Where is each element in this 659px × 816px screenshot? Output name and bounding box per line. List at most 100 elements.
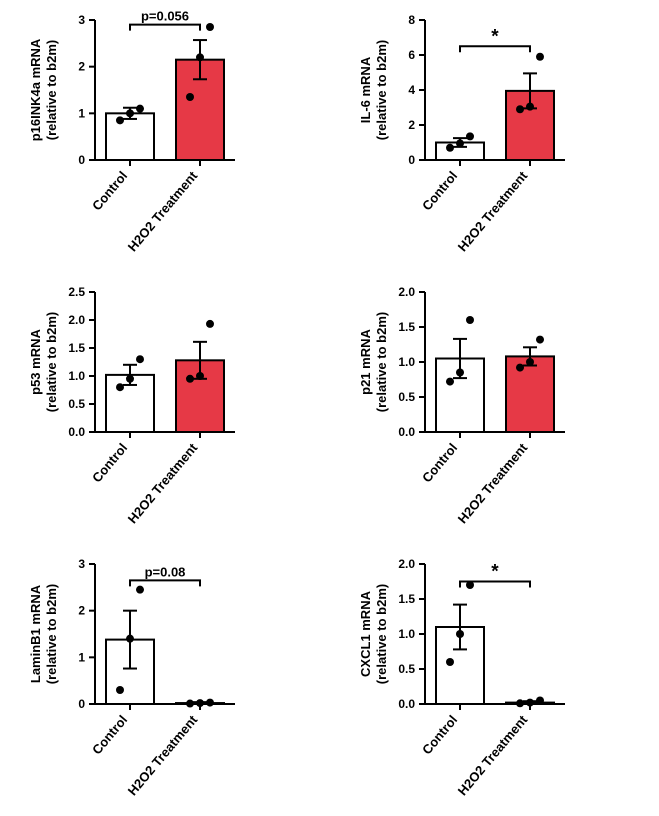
y-tick-label: 0	[78, 697, 85, 711]
data-point	[456, 369, 464, 377]
x-label-control: Control	[419, 440, 460, 485]
data-point	[446, 658, 454, 666]
data-point	[206, 320, 214, 328]
x-label-control: Control	[419, 712, 460, 757]
y-axis-label-bot: (relative to b2m)	[374, 584, 389, 684]
panel-il6: 0 2 4 6 8 ControlH2O2 Treatment IL-6 mRNA(rela…	[330, 0, 659, 272]
data-point	[446, 144, 454, 152]
y-axis-label-bot: (relative to b2m)	[44, 584, 59, 684]
chart-p16: 0 1 2 3 ControlH2O2 Treatment p16INK4a mRNA(r…	[0, 0, 329, 272]
y-tick-label: 0.5	[398, 662, 415, 676]
data-point	[526, 358, 534, 366]
data-point	[456, 139, 464, 147]
y-tick-label: 1	[78, 106, 85, 120]
panel-p21: 0.0 0.5 1.0 1.5 2.0 ControlH2O2 Treatment p21 …	[330, 272, 659, 544]
chart-il6: 0 2 4 6 8 ControlH2O2 Treatment IL-6 mRNA(rela…	[330, 0, 659, 272]
data-point	[116, 686, 124, 694]
y-tick-label: 2.5	[68, 285, 85, 299]
chart-laminb1: 0123ControlH2O2 TreatmentLaminB1 mRNA(re…	[0, 544, 329, 816]
significance-bracket	[130, 580, 200, 586]
chart-p53: 0.00.51.01.52.02.5ControlH2O2 Treatmentp…	[0, 272, 329, 544]
y-tick-label: 2	[408, 118, 415, 132]
bar-control	[106, 113, 154, 160]
x-label-treatment: H2O2 Treatment	[454, 440, 530, 527]
x-label-treatment: H2O2 Treatment	[454, 168, 530, 255]
y-tick-label: 1.5	[68, 341, 85, 355]
x-label-control: Control	[419, 168, 460, 213]
data-point	[206, 23, 214, 31]
data-point	[446, 378, 454, 386]
data-point	[116, 116, 124, 124]
data-point	[516, 364, 524, 372]
data-point	[466, 132, 474, 140]
y-tick-label: 0.0	[68, 425, 85, 439]
y-axis-label-top: LaminB1 mRNA	[28, 584, 43, 683]
panel-laminb1: 0123ControlH2O2 TreatmentLaminB1 mRNA(re…	[0, 544, 330, 816]
y-tick-label: 0.5	[398, 390, 415, 404]
x-label-treatment: H2O2 Treatment	[125, 440, 201, 527]
y-tick-label: 3	[78, 13, 85, 27]
y-tick-label: 0.5	[68, 397, 85, 411]
chart-cxcl1: 0.0 0.5 1.0 1.5 2.0 ControlH2O2 Treatment CXCL…	[330, 544, 659, 816]
data-point	[206, 699, 214, 707]
y-axis-label-bot: (relative to b2m)	[374, 40, 389, 140]
data-point	[196, 53, 204, 61]
panel-p16: 0 1 2 3 ControlH2O2 Treatment p16INK4a mRNA(r…	[0, 0, 330, 272]
y-tick-label: 1.5	[398, 592, 415, 606]
data-point	[526, 103, 534, 111]
y-tick-label: 1.5	[398, 320, 415, 334]
data-point	[136, 586, 144, 594]
data-point	[136, 105, 144, 113]
x-label-control: Control	[89, 440, 130, 485]
y-tick-label: 0.0	[398, 697, 415, 711]
y-tick-label: 0	[408, 153, 415, 167]
y-axis-label-top: IL-6 mRNA	[358, 56, 373, 123]
y-axis-label-bot: (relative to b2m)	[374, 312, 389, 412]
y-tick-label: 4	[408, 83, 415, 97]
data-point	[136, 355, 144, 363]
data-point	[196, 372, 204, 380]
x-label-control: Control	[89, 168, 130, 213]
data-point	[126, 375, 134, 383]
chart-p21: 0.0 0.5 1.0 1.5 2.0 ControlH2O2 Treatment p21 …	[330, 272, 659, 544]
y-tick-label: 1.0	[398, 355, 415, 369]
y-tick-label: 8	[408, 13, 415, 27]
data-point	[186, 375, 194, 383]
y-axis-label-bot: (relative to b2m)	[44, 40, 59, 140]
y-tick-label: 2	[78, 60, 85, 74]
panel-cxcl1: 0.0 0.5 1.0 1.5 2.0 ControlH2O2 Treatment CXCL…	[330, 544, 659, 816]
data-point	[466, 316, 474, 324]
y-tick-label: 2.0	[398, 285, 415, 299]
data-point	[516, 105, 524, 113]
y-tick-label: 0	[78, 153, 85, 167]
y-axis-label-top: p16INK4a mRNA	[28, 38, 43, 141]
y-tick-label: 3	[78, 557, 85, 571]
x-label-treatment: H2O2 Treatment	[125, 712, 201, 799]
y-tick-label: 2.0	[68, 313, 85, 327]
data-point	[536, 53, 544, 61]
y-axis-label-top: p21 mRNA	[358, 329, 373, 395]
significance-bracket	[130, 25, 200, 31]
data-point	[536, 336, 544, 344]
y-tick-label: 6	[408, 48, 415, 62]
bar-treatment	[506, 356, 554, 432]
x-label-treatment: H2O2 Treatment	[454, 712, 530, 799]
significance-label: *	[491, 562, 499, 583]
x-label-treatment: H2O2 Treatment	[125, 168, 201, 255]
panel-p53: 0.00.51.01.52.02.5ControlH2O2 Treatmentp…	[0, 272, 330, 544]
y-tick-label: 2.0	[398, 557, 415, 571]
y-tick-label: 1	[78, 650, 85, 664]
y-axis-label-bot: (relative to b2m)	[44, 312, 59, 412]
y-tick-label: 0.0	[398, 425, 415, 439]
significance-label: p=0.08	[145, 564, 186, 579]
data-point	[126, 109, 134, 117]
y-tick-label: 1.0	[398, 627, 415, 641]
y-axis-label-top: CXCL1 mRNA	[358, 590, 373, 677]
significance-label: *	[491, 26, 499, 47]
y-axis-label-top: p53 mRNA	[28, 329, 43, 395]
data-point	[456, 630, 464, 638]
significance-label: p=0.056	[141, 9, 189, 24]
data-point	[126, 635, 134, 643]
data-point	[186, 93, 194, 101]
x-label-control: Control	[89, 712, 130, 757]
